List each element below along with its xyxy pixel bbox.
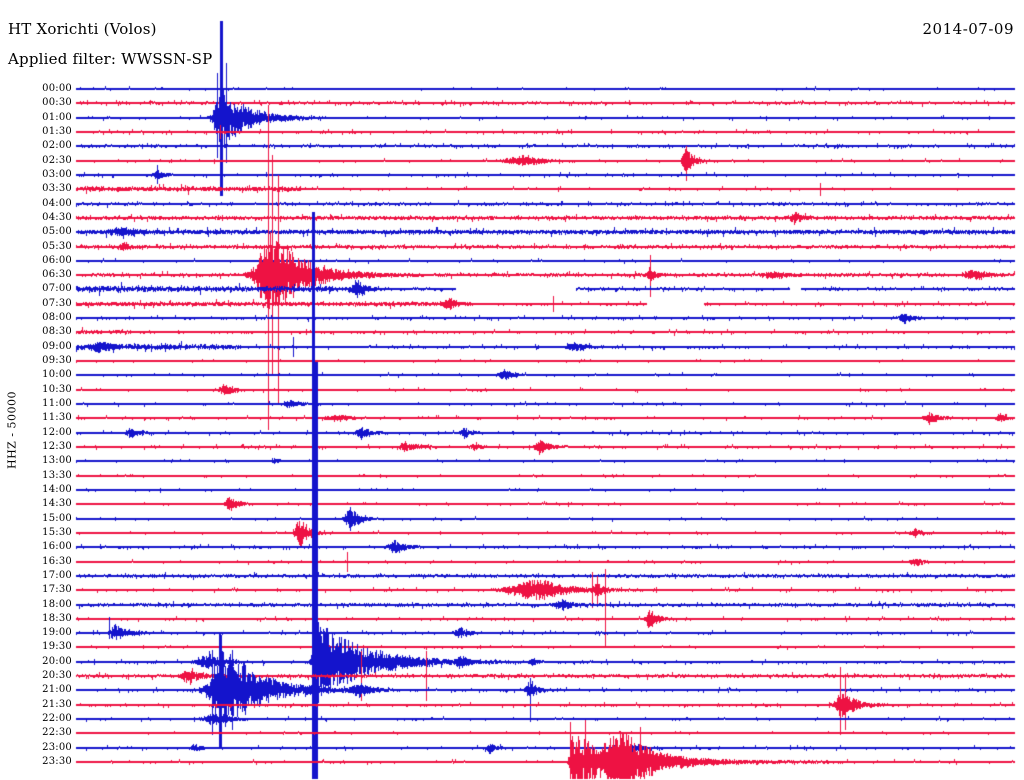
time-label-2230: 22:30 bbox=[42, 727, 72, 738]
filter-label: Applied filter: WWSSN-SP bbox=[8, 50, 213, 68]
time-label-1800: 18:00 bbox=[42, 599, 72, 610]
time-label-2000: 20:00 bbox=[42, 656, 72, 667]
time-label-0730: 07:30 bbox=[42, 298, 72, 309]
time-label-2330: 23:30 bbox=[42, 756, 72, 767]
time-label-1730: 17:30 bbox=[42, 584, 72, 595]
time-label-0900: 09:00 bbox=[42, 341, 72, 352]
time-label-1000: 10:00 bbox=[42, 369, 72, 380]
time-label-1030: 10:30 bbox=[42, 384, 72, 395]
time-label-0300: 03:00 bbox=[42, 169, 72, 180]
time-label-0530: 05:30 bbox=[42, 241, 72, 252]
time-label-column: 00:00 00:30 01:00 01:30 02:00 02:30 03:00 03:30… bbox=[0, 0, 72, 780]
time-label-1600: 16:00 bbox=[42, 541, 72, 552]
time-label-0430: 04:30 bbox=[42, 212, 72, 223]
time-label-0100: 01:00 bbox=[42, 112, 72, 123]
time-label-0330: 03:30 bbox=[42, 183, 72, 194]
time-label-0030: 00:30 bbox=[42, 97, 72, 108]
time-label-0200: 02:00 bbox=[42, 140, 72, 151]
time-label-1700: 17:00 bbox=[42, 570, 72, 581]
time-label-0500: 05:00 bbox=[42, 226, 72, 237]
time-label-1530: 15:30 bbox=[42, 527, 72, 538]
time-label-0230: 02:30 bbox=[42, 155, 72, 166]
time-label-0700: 07:00 bbox=[42, 283, 72, 294]
time-label-1430: 14:30 bbox=[42, 498, 72, 509]
time-label-0630: 06:30 bbox=[42, 269, 72, 280]
time-label-1200: 12:00 bbox=[42, 427, 72, 438]
time-label-1230: 12:30 bbox=[42, 441, 72, 452]
station-title: HT Xorichti (Volos) bbox=[8, 20, 157, 38]
time-label-1100: 11:00 bbox=[42, 398, 72, 409]
time-label-1130: 11:30 bbox=[42, 412, 72, 423]
time-label-0830: 08:30 bbox=[42, 326, 72, 337]
time-label-2130: 21:30 bbox=[42, 699, 72, 710]
time-label-1930: 19:30 bbox=[42, 641, 72, 652]
time-label-0130: 01:30 bbox=[42, 126, 72, 137]
time-label-1400: 14:00 bbox=[42, 484, 72, 495]
time-label-1330: 13:30 bbox=[42, 470, 72, 481]
time-label-0400: 04:00 bbox=[42, 198, 72, 209]
time-label-2200: 22:00 bbox=[42, 713, 72, 724]
time-label-1300: 13:00 bbox=[42, 455, 72, 466]
time-label-2030: 20:30 bbox=[42, 670, 72, 681]
time-label-1630: 16:30 bbox=[42, 556, 72, 567]
time-label-2300: 23:00 bbox=[42, 742, 72, 753]
time-label-0800: 08:00 bbox=[42, 312, 72, 323]
time-label-0600: 06:00 bbox=[42, 255, 72, 266]
date-label: 2014-07-09 bbox=[922, 20, 1014, 38]
time-label-1830: 18:30 bbox=[42, 613, 72, 624]
time-label-1500: 15:00 bbox=[42, 513, 72, 524]
time-label-1900: 19:00 bbox=[42, 627, 72, 638]
time-label-0000: 00:00 bbox=[42, 83, 72, 94]
time-label-0930: 09:30 bbox=[42, 355, 72, 366]
time-label-2100: 21:00 bbox=[42, 684, 72, 695]
